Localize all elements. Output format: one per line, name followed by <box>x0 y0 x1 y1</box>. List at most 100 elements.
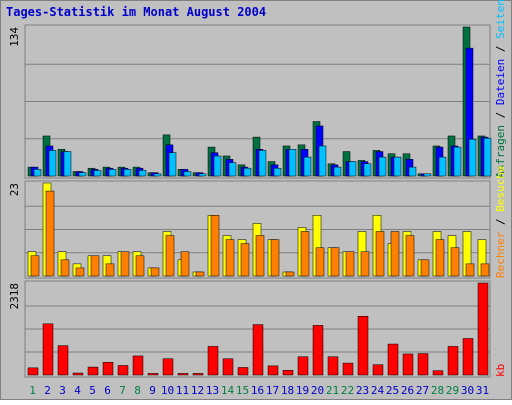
bar-seiten-day-15 <box>243 167 252 177</box>
bar-rechner-day-16 <box>255 235 265 277</box>
bar-seiten-day-21 <box>333 166 342 177</box>
bar-rechner-day-22 <box>345 251 355 277</box>
bar-seiten-day-26 <box>408 166 417 177</box>
bar-rechner-day-2 <box>45 190 55 277</box>
legend-anfragen: Anfragen <box>494 125 507 178</box>
bar-seiten-day-12 <box>198 173 207 177</box>
x-tick-label-day-14: 14 <box>221 384 235 397</box>
bar-rechner-day-9 <box>150 267 160 277</box>
x-tick-label-day-10: 10 <box>161 384 174 397</box>
bar-kb-day-15 <box>237 367 249 376</box>
bar-seiten-day-25 <box>393 156 402 177</box>
bar-seiten-day-4 <box>78 172 87 177</box>
bar-kb-day-1 <box>27 367 39 376</box>
bar-kb-day-19 <box>297 356 309 376</box>
x-tick-label-day-31: 31 <box>476 384 489 397</box>
x-tick-label-day-11: 11 <box>176 384 189 397</box>
bar-kb-day-25 <box>387 343 399 376</box>
bar-kb-day-28 <box>432 370 444 376</box>
bar-rechner-day-6 <box>105 263 115 277</box>
bar-seiten-day-31 <box>483 137 492 177</box>
bar-seiten-day-27 <box>423 173 432 177</box>
bar-rechner-day-11 <box>180 251 190 277</box>
bar-rechner-day-10 <box>165 235 175 277</box>
x-tick-label-day-24: 24 <box>371 384 385 397</box>
bar-seiten-day-8 <box>138 170 147 177</box>
bar-kb-day-9 <box>147 373 159 376</box>
panel-1: 134 Anfragen / Dateien / Seiten <box>8 0 507 179</box>
bar-kb-day-4 <box>72 372 84 376</box>
x-tick-label-day-12: 12 <box>191 384 204 397</box>
bar-seiten-day-30 <box>468 139 477 177</box>
x-tick-label-day-2: 2 <box>44 384 51 397</box>
x-tick-label-day-23: 23 <box>356 384 369 397</box>
x-tick-label-day-16: 16 <box>251 384 264 397</box>
bar-rechner-day-23 <box>360 251 370 277</box>
bar-rechner-day-21 <box>330 247 340 277</box>
bar-kb-day-10 <box>162 358 174 376</box>
x-tick-label-day-20: 20 <box>311 384 324 397</box>
bar-seiten-day-16 <box>258 150 267 177</box>
x-tick-label-day-29: 29 <box>446 384 459 397</box>
bar-kb-day-22 <box>342 362 354 376</box>
bar-seiten-day-13 <box>213 155 222 177</box>
bar-kb-day-5 <box>87 366 99 376</box>
bar-kb-day-11 <box>177 373 189 376</box>
legend-rechner: Rechner <box>494 231 507 278</box>
x-tick-label-day-19: 19 <box>296 384 309 397</box>
bar-kb-day-24 <box>372 364 384 376</box>
bar-rechner-day-19 <box>300 231 310 277</box>
bar-seiten-day-28 <box>438 156 447 177</box>
bar-rechner-day-18 <box>285 271 295 277</box>
panel-2: 23 Rechner / Besuche <box>8 165 507 279</box>
bar-rechner-day-17 <box>270 239 280 277</box>
x-tick-label-day-17: 17 <box>266 384 279 397</box>
bar-kb-day-13 <box>207 346 219 376</box>
bar-seiten-day-22 <box>348 161 357 177</box>
legend-seiten: Seiten <box>494 0 507 39</box>
bar-kb-day-18 <box>282 369 294 376</box>
panel-max-label: 2318 <box>8 283 21 310</box>
x-tick-label-day-27: 27 <box>416 384 429 397</box>
bar-kb-day-23 <box>357 316 369 376</box>
bar-rechner-day-12 <box>195 271 205 277</box>
bar-seiten-day-18 <box>288 149 297 177</box>
legend-separator: / <box>494 212 507 232</box>
panel-legend: Anfragen / Dateien / Seiten <box>494 0 507 178</box>
bar-kb-day-7 <box>117 365 129 376</box>
bar-kb-day-31 <box>477 282 489 376</box>
bar-seiten-day-29 <box>453 146 462 177</box>
bar-seiten-day-7 <box>123 169 132 177</box>
bar-rechner-day-14 <box>225 239 235 277</box>
bar-kb-day-12 <box>192 373 204 376</box>
bar-rechner-day-27 <box>420 259 430 277</box>
panel-3: 2318 kb <box>8 280 507 378</box>
bar-rechner-day-30 <box>465 263 475 277</box>
bar-kb-day-2 <box>42 323 54 376</box>
bar-rechner-day-7 <box>120 251 130 277</box>
bar-rechner-day-25 <box>390 231 400 277</box>
bar-seiten-day-19 <box>303 156 312 177</box>
bar-kb-day-8 <box>132 355 144 376</box>
bar-rechner-day-3 <box>60 259 70 277</box>
x-tick-label-day-18: 18 <box>281 384 294 397</box>
x-axis-day-labels: 1 2 3 4 5 6 7 8 9 10 11 12 13 14 15 16 17 18 19 20 21 22 23 24 2… <box>29 384 489 397</box>
panel-legend: kb <box>494 364 507 377</box>
x-tick-label-day-21: 21 <box>326 384 339 397</box>
panel-max-label: 23 <box>8 183 21 196</box>
x-tick-label-day-22: 22 <box>341 384 354 397</box>
bar-rechner-day-29 <box>450 247 460 277</box>
bar-rechner-day-13 <box>210 215 220 277</box>
bar-seiten-day-5 <box>93 170 102 177</box>
bar-seiten-day-9 <box>153 173 162 177</box>
bar-seiten-day-14 <box>228 162 237 177</box>
x-tick-label-day-28: 28 <box>431 384 444 397</box>
bar-rechner-day-8 <box>135 255 145 277</box>
legend-kb: kb <box>494 364 507 377</box>
x-tick-label-day-5: 5 <box>89 384 96 397</box>
bar-seiten-day-24 <box>378 156 387 177</box>
bar-rechner-day-28 <box>435 239 445 277</box>
bar-seiten-day-20 <box>318 145 327 177</box>
